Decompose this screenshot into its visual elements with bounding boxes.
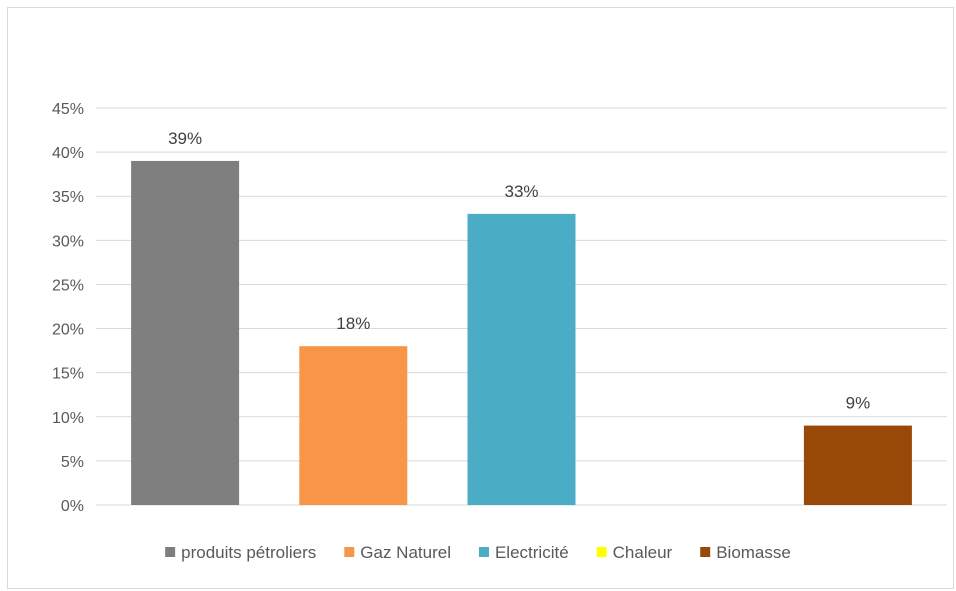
y-tick-label: 45%: [52, 101, 84, 118]
bar: [299, 346, 408, 505]
legend-swatch: [478, 547, 489, 557]
legend-swatch: [596, 547, 607, 557]
legend-swatch: [165, 547, 176, 557]
bar: [803, 425, 912, 505]
y-tick-label: 30%: [52, 233, 84, 250]
y-tick-label: 20%: [52, 322, 84, 339]
legend-label: Gaz Naturel: [360, 543, 451, 562]
y-axis-ticks: 0% 5% 10% 15% 20% 25% 30% 35% 40% 45%: [52, 101, 84, 515]
legend-label: produits pétroliers: [181, 543, 316, 562]
y-tick-label: 25%: [52, 277, 84, 294]
bar: [467, 213, 576, 505]
bar: [131, 160, 240, 505]
data-label: 39%: [168, 129, 202, 148]
y-tick-label: 40%: [52, 145, 84, 162]
y-tick-label: 10%: [52, 410, 84, 427]
y-tick-label: 0%: [61, 498, 84, 515]
data-label: 9%: [846, 394, 871, 413]
data-label: 18%: [336, 314, 370, 333]
legend-swatch: [344, 547, 355, 557]
bars: [131, 160, 912, 505]
y-tick-label: 35%: [52, 189, 84, 206]
y-tick-label: 15%: [52, 366, 84, 383]
data-labels: 39% 18% 33% 9%: [168, 129, 870, 413]
legend-swatch: [700, 547, 711, 557]
legend-label: Biomasse: [716, 543, 791, 562]
legend-label: Electricité: [495, 543, 569, 562]
legend-label: Chaleur: [613, 543, 673, 562]
y-tick-label: 5%: [61, 454, 84, 471]
legend: produits pétroliers Gaz Naturel Electricit…: [165, 543, 791, 562]
data-label: 33%: [504, 182, 538, 201]
